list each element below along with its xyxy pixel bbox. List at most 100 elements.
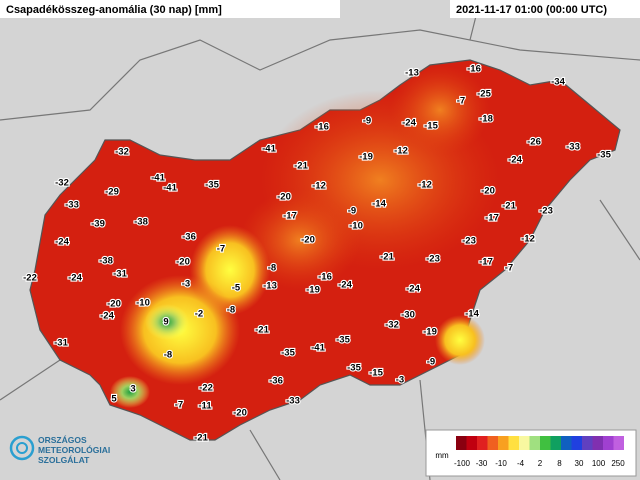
station-value: -24 xyxy=(402,118,416,129)
station-value: -25 xyxy=(477,89,491,100)
station-value: -20 xyxy=(176,257,190,268)
station-value: -41 xyxy=(311,343,325,354)
station-value: -17 xyxy=(485,213,499,224)
station-value: -38 xyxy=(99,256,113,267)
station-value: -33 xyxy=(65,200,79,211)
station-value: -18 xyxy=(479,114,493,125)
legend-swatch xyxy=(519,436,530,450)
station-value: -13 xyxy=(263,281,277,292)
station-value: -15 xyxy=(424,121,438,132)
station-value: -7 xyxy=(217,244,225,255)
station-value: -20 xyxy=(277,192,291,203)
station-value: -21 xyxy=(194,433,208,444)
station-value: -15 xyxy=(369,368,383,379)
legend-swatch xyxy=(540,436,551,450)
station-value: -12 xyxy=(521,234,535,245)
station-value: -8 xyxy=(164,350,172,361)
legend-unit: mm xyxy=(435,451,449,460)
station-value: -24 xyxy=(406,284,420,295)
station-value: -9 xyxy=(427,357,435,368)
station-value: -24 xyxy=(100,311,114,322)
station-value: -20 xyxy=(301,235,315,246)
station-value: -14 xyxy=(372,199,386,210)
legend-swatch xyxy=(477,436,488,450)
legend-label: -4 xyxy=(517,459,525,468)
station-value: -16 xyxy=(315,122,329,133)
station-value: -23 xyxy=(426,254,440,265)
title: Csapadékösszeg-anomália (30 nap) [mm] xyxy=(6,4,222,16)
legend-swatch xyxy=(613,436,624,450)
station-value: -19 xyxy=(306,285,320,296)
station-value: -8 xyxy=(227,305,235,316)
station-value: -8 xyxy=(268,263,276,274)
station-value: -21 xyxy=(502,201,516,212)
station-value: -12 xyxy=(312,181,326,192)
station-value: -35 xyxy=(281,348,295,359)
station-value: -21 xyxy=(255,325,269,336)
station-value: -10 xyxy=(349,221,363,232)
station-value: -21 xyxy=(380,252,394,263)
station-value: -12 xyxy=(394,146,408,157)
legend-label: -100 xyxy=(454,459,471,468)
station-value: -23 xyxy=(539,206,553,217)
station-value: -34 xyxy=(551,77,565,88)
station-value: -41 xyxy=(163,183,177,194)
station-value: -26 xyxy=(527,137,541,148)
station-value: -31 xyxy=(54,338,68,349)
station-value: -20 xyxy=(481,186,495,197)
station-value: -36 xyxy=(182,232,196,243)
legend-label: 250 xyxy=(611,459,625,468)
timestamp: 2021-11-17 01:00 (00:00 UTC) xyxy=(456,4,607,16)
station-value: -33 xyxy=(566,142,580,153)
station-value: -2 xyxy=(195,309,203,320)
station-value: -10 xyxy=(136,298,150,309)
station-value: -7 xyxy=(457,96,465,107)
station-value: -22 xyxy=(199,383,213,394)
station-value: 5 xyxy=(111,394,117,405)
station-value: -41 xyxy=(151,173,165,184)
station-value: -31 xyxy=(113,269,127,280)
station-value: -3 xyxy=(396,375,404,386)
station-value: -24 xyxy=(55,237,69,248)
station-value: -9 xyxy=(363,116,371,127)
station-value: -35 xyxy=(205,180,219,191)
legend-swatch xyxy=(550,436,561,450)
station-value: -24 xyxy=(68,273,82,284)
station-value: -38 xyxy=(134,217,148,228)
station-value: -19 xyxy=(423,327,437,338)
legend-swatch xyxy=(456,436,467,450)
station-value: -14 xyxy=(465,309,479,320)
station-value: -9 xyxy=(348,206,356,217)
station-value: -7 xyxy=(505,263,513,274)
logo-line: METEOROLÓGIAI xyxy=(38,444,110,455)
legend-label: 2 xyxy=(538,459,543,468)
legend-swatch xyxy=(529,436,540,450)
legend: -100 -30 -10 -4 2 8 30 100 250 xyxy=(454,436,625,468)
legend-swatch xyxy=(603,436,614,450)
logo-line: ORSZÁGOS xyxy=(38,435,87,445)
title-box xyxy=(0,0,340,18)
legend-swatch xyxy=(561,436,572,450)
station-value: -39 xyxy=(91,219,105,230)
station-value: -23 xyxy=(462,236,476,247)
station-value: -32 xyxy=(55,178,69,189)
station-value: -13 xyxy=(405,68,419,79)
legend-label: 100 xyxy=(592,459,606,468)
legend-swatch xyxy=(466,436,477,450)
station-value: -33 xyxy=(286,396,300,407)
station-value: -12 xyxy=(418,180,432,191)
logo-line: SZOLGÁLAT xyxy=(38,455,90,465)
station-value: -35 xyxy=(597,150,611,161)
station-value: -29 xyxy=(105,187,119,198)
station-value: -17 xyxy=(283,211,297,222)
legend-swatch xyxy=(582,436,593,450)
station-values: -13 -16-34-25-7-18-24 -15-16-9-26 -33-35-41… xyxy=(22,62,613,444)
legend-swatch xyxy=(592,436,603,450)
station-value: 3 xyxy=(130,384,135,395)
logo: ORSZÁGOS METEOROLÓGIAI SZOLGÁLAT xyxy=(9,435,110,465)
station-value: -21 xyxy=(294,161,308,172)
legend-label: -10 xyxy=(495,459,507,468)
station-value: -17 xyxy=(479,257,493,268)
